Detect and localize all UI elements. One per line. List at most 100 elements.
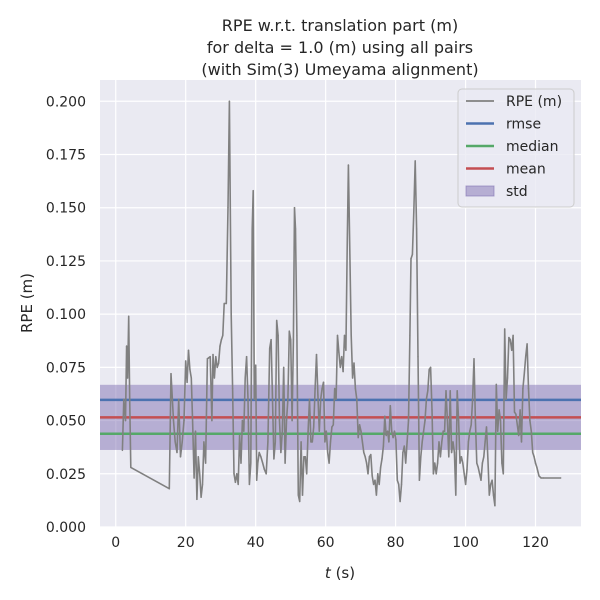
y-tick-label: 0.175 <box>46 148 86 164</box>
rpe-point <box>526 343 528 345</box>
rpe-point <box>438 441 440 443</box>
rpe-point <box>483 456 485 458</box>
rpe-point <box>480 479 482 481</box>
rpe-point <box>209 356 211 358</box>
rpe-point <box>356 398 358 400</box>
y-tick-label: 0.150 <box>46 201 86 217</box>
rpe-point <box>328 462 330 464</box>
rpe-point <box>488 494 490 496</box>
rpe-point <box>347 164 350 166</box>
rpe-point <box>250 462 252 464</box>
rpe-point <box>280 451 282 454</box>
rpe-point <box>130 466 132 469</box>
rpe-point <box>292 339 295 341</box>
rpe-point <box>223 302 225 305</box>
rpe-point <box>434 462 436 464</box>
rpe-point <box>377 473 379 475</box>
rpe-point <box>511 349 513 351</box>
rpe-point <box>392 436 394 439</box>
rpe-point <box>324 441 326 443</box>
x-axis-label-unit: (s) <box>331 564 355 582</box>
x-axis-label: t (s) <box>325 564 355 582</box>
rpe-point <box>504 328 506 330</box>
rpe-point <box>530 430 532 432</box>
rpe-point <box>427 390 429 392</box>
rpe-point <box>491 479 493 481</box>
rpe-point <box>274 441 276 443</box>
rpe-point <box>463 473 465 475</box>
rpe-point <box>415 228 418 230</box>
rpe-point <box>450 451 453 454</box>
rpe-point <box>342 370 344 373</box>
rpe-point <box>534 462 537 464</box>
rpe-point <box>194 430 197 432</box>
rpe-point <box>193 477 195 479</box>
rpe-point <box>560 477 562 479</box>
rpe-point <box>525 356 527 358</box>
rpe-point <box>384 415 386 417</box>
rpe-point <box>365 462 368 464</box>
rpe-point <box>476 462 478 464</box>
rpe-point <box>303 456 305 458</box>
rpe-point <box>238 434 241 437</box>
rpe-point <box>400 483 403 486</box>
rpe-point <box>185 360 187 362</box>
rpe-point <box>179 456 182 458</box>
chart-title-line-3: (with Sim(3) Umeyama alignment) <box>201 60 478 79</box>
rpe-point <box>431 409 433 411</box>
rpe-point <box>522 387 524 390</box>
rpe-point <box>265 473 267 475</box>
rpe-point <box>467 441 470 443</box>
rpe-point <box>288 330 290 332</box>
rpe-point <box>318 430 320 432</box>
rpe-point <box>297 494 299 496</box>
rpe-point <box>432 473 435 475</box>
rpe-point <box>213 377 216 379</box>
rpe-point <box>398 483 400 486</box>
rpe-point <box>290 339 292 341</box>
rpe-point <box>262 462 264 464</box>
rpe-point <box>331 426 333 428</box>
rpe-point <box>439 456 442 458</box>
rpe-point <box>123 398 125 400</box>
rpe-point <box>538 475 540 477</box>
rpe-point <box>453 451 456 454</box>
rpe-point <box>396 479 398 481</box>
rpe-point <box>540 477 542 479</box>
rpe-point <box>128 315 130 317</box>
rpe-point <box>197 456 199 458</box>
rpe-point <box>301 494 304 496</box>
rpe-point <box>253 398 255 400</box>
rpe-point <box>379 466 382 469</box>
rpe-point <box>424 419 426 422</box>
rpe-point <box>257 462 259 464</box>
rpe-point <box>278 419 281 422</box>
rpe-point <box>371 475 373 477</box>
rpe-point <box>470 424 472 426</box>
rpe-point <box>315 353 318 356</box>
rpe-point <box>502 473 504 475</box>
rpe-point <box>372 483 375 486</box>
rpe-point <box>436 462 439 464</box>
rpe-point <box>469 430 471 432</box>
rpe-point <box>351 377 354 379</box>
x-tick-label: 0 <box>111 535 120 551</box>
rpe-point <box>230 313 232 315</box>
rpe-point <box>343 334 346 337</box>
rpe-point <box>293 207 296 209</box>
rpe-point <box>252 190 254 192</box>
x-tick-label: 120 <box>522 535 549 551</box>
rpe-point <box>341 356 343 358</box>
rpe-point <box>125 345 128 347</box>
rpe-data-points <box>121 100 562 507</box>
rpe-point <box>281 430 283 432</box>
rpe-point <box>466 468 468 471</box>
rpe-point <box>243 430 245 432</box>
rpe-point <box>388 441 390 443</box>
rpe-point <box>181 441 183 443</box>
rpe-point <box>363 451 365 454</box>
rpe-point <box>245 356 248 358</box>
rpe-point <box>364 456 366 458</box>
rpe-point <box>519 409 521 411</box>
rpe-point <box>284 462 286 464</box>
